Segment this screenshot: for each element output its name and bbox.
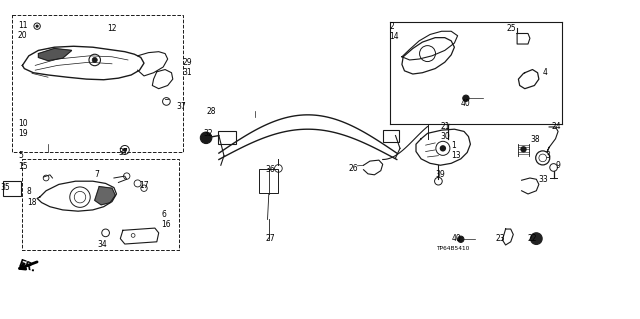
Circle shape xyxy=(92,57,97,63)
Text: 36: 36 xyxy=(266,165,275,174)
Text: 23: 23 xyxy=(496,234,506,243)
Circle shape xyxy=(36,25,38,28)
Text: 40: 40 xyxy=(451,234,461,243)
Bar xyxy=(12,15,183,152)
Text: 28: 28 xyxy=(206,107,216,115)
Text: 37: 37 xyxy=(176,102,186,111)
Circle shape xyxy=(531,233,542,244)
Text: 29
31: 29 31 xyxy=(182,58,192,77)
Text: TP64B5410: TP64B5410 xyxy=(436,246,470,251)
Bar xyxy=(3,181,21,196)
Text: 17: 17 xyxy=(140,181,149,190)
Text: 5
15: 5 15 xyxy=(18,152,28,171)
Circle shape xyxy=(463,95,469,101)
Text: 4: 4 xyxy=(543,68,548,77)
Text: 7: 7 xyxy=(95,170,100,179)
Text: 32: 32 xyxy=(204,129,213,138)
Text: 38: 38 xyxy=(530,135,540,144)
Circle shape xyxy=(520,146,527,152)
Polygon shape xyxy=(38,48,72,61)
Text: 22: 22 xyxy=(528,234,538,243)
Text: FR.: FR. xyxy=(16,259,36,274)
Bar xyxy=(22,159,179,250)
Text: 25: 25 xyxy=(507,24,516,33)
Text: 26: 26 xyxy=(349,164,358,173)
Text: 12: 12 xyxy=(108,24,117,33)
Text: 35: 35 xyxy=(0,183,10,192)
Text: 9: 9 xyxy=(556,161,561,170)
Text: 1
13: 1 13 xyxy=(451,141,461,160)
Bar xyxy=(259,169,278,193)
Text: 2
14: 2 14 xyxy=(389,22,399,41)
Text: 40: 40 xyxy=(461,99,470,108)
Text: 37: 37 xyxy=(118,148,128,157)
Circle shape xyxy=(440,145,446,152)
Text: 6
16: 6 16 xyxy=(161,210,171,229)
Circle shape xyxy=(458,236,464,242)
Circle shape xyxy=(123,148,127,152)
Polygon shape xyxy=(95,187,115,205)
Text: 8
18: 8 18 xyxy=(27,188,36,207)
Text: 11
20: 11 20 xyxy=(18,21,28,40)
Text: 10
19: 10 19 xyxy=(18,119,28,138)
Text: 24: 24 xyxy=(552,122,561,130)
Text: 33: 33 xyxy=(539,175,548,184)
Text: 39: 39 xyxy=(435,170,445,179)
Text: 3: 3 xyxy=(545,151,550,160)
Text: 27: 27 xyxy=(266,234,275,243)
Text: 34: 34 xyxy=(97,241,107,249)
Bar xyxy=(383,130,399,142)
Bar xyxy=(218,131,236,144)
Circle shape xyxy=(200,132,212,144)
Text: 21
30: 21 30 xyxy=(440,122,450,141)
